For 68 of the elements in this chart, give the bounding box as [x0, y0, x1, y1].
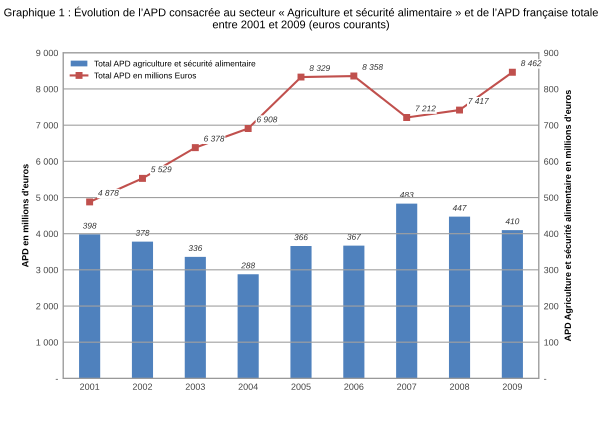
x-tick-label: 2008: [450, 384, 470, 390]
data-label: 367: [347, 234, 362, 240]
x-tick-label: 2009: [502, 384, 522, 390]
y2-tick-label: 800: [544, 86, 558, 92]
bar: [184, 256, 206, 378]
bar: [79, 234, 100, 378]
point: [192, 144, 199, 152]
bar: [238, 274, 259, 378]
y2-tick-label: 500: [544, 194, 558, 201]
x-tick-label: 2003: [186, 384, 205, 390]
y-tick-label: 8 000: [36, 86, 58, 92]
data-label: 7 212: [416, 105, 436, 112]
data-label: 447: [452, 205, 467, 211]
point: [86, 198, 94, 206]
data-label: 288: [241, 262, 256, 268]
y-axis-title: APD en millions d'euros: [22, 164, 28, 268]
point: [244, 125, 252, 132]
y-tick-label: -: [56, 378, 58, 380]
data-label: 398: [82, 222, 97, 229]
bar: [343, 246, 364, 378]
y-tick-label: 9 000: [36, 50, 58, 56]
data-label: 8 462: [520, 60, 542, 66]
data-label: 410: [505, 218, 520, 224]
bar: [502, 230, 523, 378]
x-tick-label: 2001: [80, 384, 100, 390]
x-tick-label: 2006: [344, 384, 364, 390]
y2-tick-label: 700: [544, 122, 558, 129]
y2-tick-label: 100: [544, 339, 558, 346]
point: [508, 68, 516, 76]
y-tick-label: 2 000: [36, 303, 58, 310]
data-label: 5 529: [150, 166, 172, 172]
y2-tick-label: 400: [544, 230, 558, 238]
point: [350, 72, 358, 80]
bar: [290, 246, 312, 378]
x-tick-label: 2004: [238, 384, 258, 390]
y2-axis-title: APD Agriculture et sécurité alimentaire en millions d'euros: [564, 90, 573, 342]
data-label: 366: [294, 234, 308, 240]
y2-tick-label: 200: [544, 303, 558, 310]
data-label: 8 329: [310, 65, 330, 71]
y2-tick-label: 300: [544, 266, 558, 274]
y-tick-label: 5 000: [36, 194, 58, 201]
point: [139, 174, 146, 182]
bar: [396, 204, 418, 378]
y-tick-label: 7 000: [36, 122, 58, 129]
data-label: 6 908: [256, 116, 278, 122]
point: [403, 114, 410, 121]
x-tick-label: 2007: [397, 384, 416, 390]
y2-tick-label: -: [544, 378, 546, 380]
data-label: 8 358: [362, 64, 383, 70]
y2-tick-label: 600: [544, 158, 558, 165]
y2-tick-label: 900: [544, 50, 558, 56]
data-label: 4 878: [98, 190, 119, 196]
data-label: 6 378: [204, 136, 224, 142]
point: [298, 74, 304, 81]
legend-label: Total APD agriculture et sécurité alimentaire: [94, 60, 256, 68]
bar: [448, 216, 470, 378]
point: [456, 106, 463, 114]
data-label: 336: [188, 245, 202, 252]
bar: [132, 242, 154, 378]
y-tick-label: 4 000: [36, 230, 58, 238]
y-tick-label: 3 000: [36, 266, 58, 274]
data-label: 7 417: [468, 98, 489, 104]
x-tick-label: 2005: [291, 384, 311, 390]
chart-title: Graphique 1 : Évolution de l’APD consacrée au secteur « Agriculture et sécurité alimentaire » et de l’APD française totale entre 2001 et 2009 (euros courants): [4, 6, 598, 31]
legend-label: Total APD en millions Euros: [94, 72, 196, 78]
y-tick-label: 1 000: [36, 339, 58, 346]
x-tick-label: 2002: [132, 384, 152, 390]
y-tick-label: 6 000: [36, 158, 58, 165]
